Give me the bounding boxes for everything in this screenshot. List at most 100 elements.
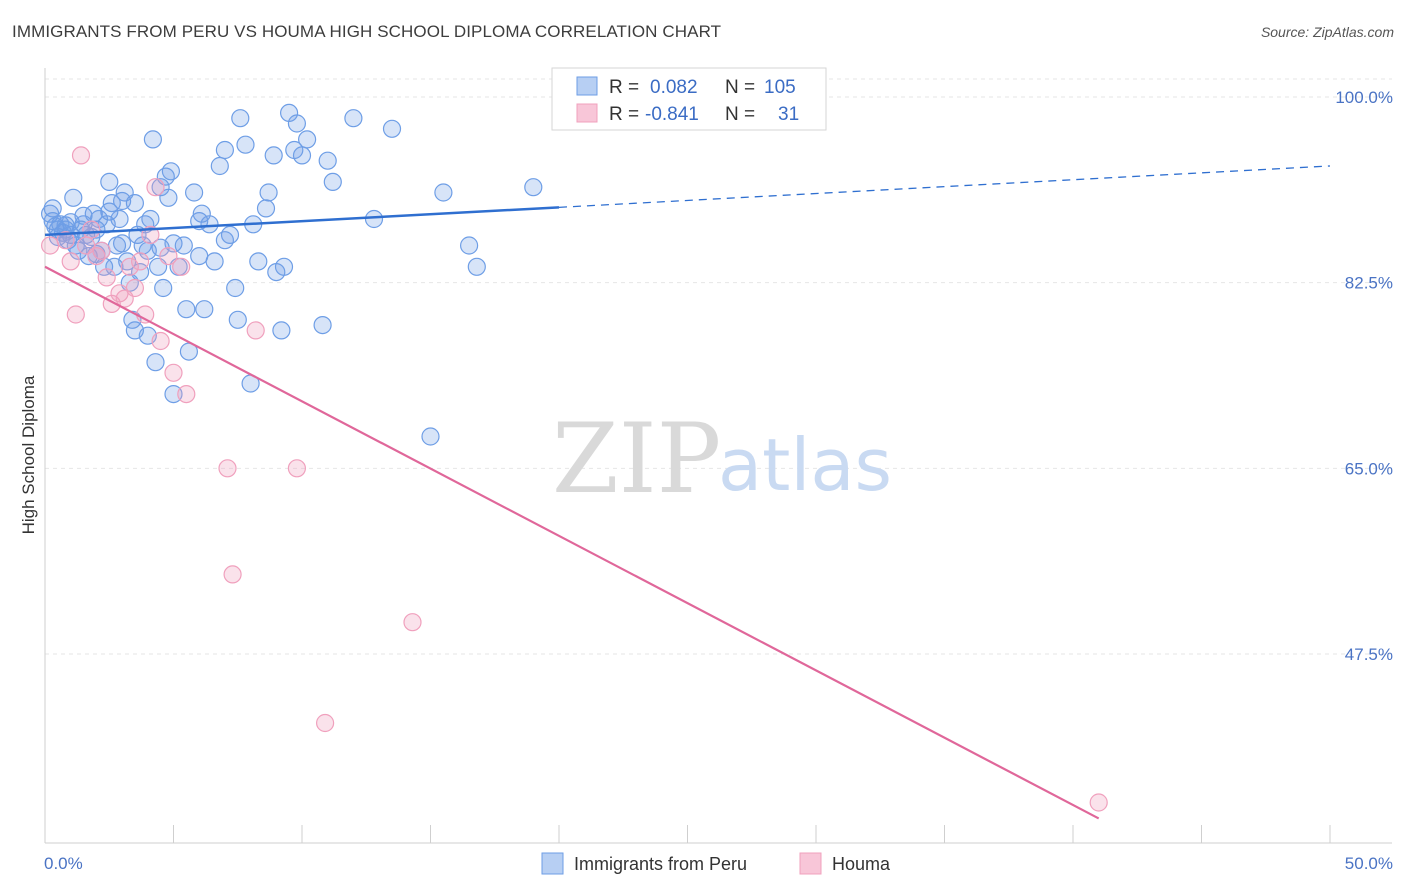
x-tick-label-0: 0.0% (44, 854, 83, 873)
peru-point-81 (318, 151, 337, 170)
axes (44, 68, 1392, 844)
houma-point-23 (177, 385, 196, 404)
peru-point-47 (161, 162, 180, 181)
peru-point-88 (460, 236, 479, 255)
peru-point-77 (287, 114, 306, 133)
peru-point-82 (323, 172, 342, 191)
legend-box: R = 0.082 N = 105 R = -0.841 N = 31 (551, 67, 827, 131)
legend-n-label-2: N = (725, 104, 755, 125)
y-tick-label-2: 65.0% (1345, 459, 1393, 478)
peru-point-65 (236, 135, 255, 154)
bottom-legend-swatch-blue (541, 852, 564, 875)
bottom-legend-swatch-pink (799, 852, 822, 875)
houma-point-21 (164, 363, 183, 382)
legend-swatch-blue (576, 76, 598, 96)
legend-r-value-1: 0.082 (650, 77, 698, 98)
trend-lines (44, 165, 1331, 820)
bottom-legend: Immigrants from Peru Houma (541, 852, 891, 875)
peru-point-104 (43, 199, 62, 218)
legend-swatch-pink (576, 103, 598, 123)
houma-point-7 (87, 247, 106, 266)
peru-point-78 (292, 146, 312, 165)
peru-point-41 (146, 353, 165, 372)
houma-point-29 (403, 613, 422, 632)
legend-n-label-1: N = (725, 77, 755, 98)
houma-trend-line (44, 265, 1100, 820)
peru-point-44 (154, 278, 173, 298)
houma-point-19 (151, 331, 170, 351)
peru-point-53 (185, 183, 204, 202)
peru-point-89 (467, 257, 486, 276)
houma-point-28 (316, 713, 335, 733)
houma-point-1 (56, 231, 75, 250)
peru-point-69 (256, 199, 276, 218)
peru-point-68 (249, 252, 268, 271)
peru-point-98 (215, 231, 234, 250)
y-tick-label-0: 100.0% (1335, 88, 1393, 107)
houma-point-27 (287, 459, 306, 478)
peru-point-51 (177, 300, 196, 319)
peru-point-18 (87, 220, 106, 239)
peru-point-79 (298, 130, 317, 149)
peru-point-54 (190, 247, 209, 266)
peru-point-64 (231, 109, 250, 128)
peru-point-57 (200, 215, 219, 234)
legend-r-label-1: R = (609, 77, 639, 98)
houma-point-15 (131, 252, 150, 271)
watermark-atlas: atlas (718, 423, 892, 507)
peru-point-40 (143, 130, 162, 149)
peru-point-70 (259, 183, 278, 202)
peru-point-23 (100, 172, 119, 191)
houma-point-30 (1089, 793, 1108, 812)
y-tick-label-3: 47.5% (1345, 645, 1393, 664)
chart-title: IMMIGRANTS FROM PERU VS HOUMA HIGH SCHOO… (12, 22, 722, 41)
peru-point-94 (112, 234, 132, 253)
houma-point-4 (71, 146, 91, 165)
source-label: Source: ZipAtlas.com (1260, 24, 1394, 40)
y-tick-label-1: 82.5% (1345, 274, 1393, 293)
grid-lines (45, 78, 1392, 655)
houma-point-22 (172, 257, 191, 276)
houma-point-24 (218, 459, 237, 478)
peru-point-63 (228, 310, 247, 329)
legend-n-value-2: 31 (778, 104, 799, 125)
tick-labels: 100.0% 82.5% 65.0% 47.5% 0.0% 50.0% (44, 88, 1393, 873)
peru-trend-line (44, 206, 560, 237)
legend-frame (551, 67, 827, 131)
legend-r-label-2: R = (609, 104, 639, 125)
houma-point-8 (92, 241, 111, 260)
peru-point-85 (382, 119, 402, 138)
houma-point-14 (125, 278, 144, 298)
houma-point-3 (66, 305, 85, 324)
houma-point-13 (120, 257, 139, 276)
peru-point-61 (220, 225, 240, 244)
houma-point-9 (97, 268, 116, 287)
watermark-zip: ZIP (552, 403, 721, 515)
peru-trend-extension (558, 165, 1331, 208)
legend-n-value-1: 105 (764, 77, 796, 98)
houma-point-6 (82, 220, 101, 239)
peru-point-87 (434, 183, 453, 202)
houma-point-2 (61, 252, 80, 271)
peru-point-80 (313, 316, 332, 335)
peru-point-83 (344, 109, 363, 128)
peru-point-101 (100, 202, 119, 221)
series-houma (40, 146, 1108, 812)
peru-point-56 (195, 300, 214, 319)
peru-point-59 (210, 156, 229, 176)
peru-point-27 (110, 209, 129, 229)
peru-point-39 (141, 209, 160, 229)
peru-point-84 (364, 209, 384, 229)
houma-point-26 (246, 321, 265, 340)
peru-point-71 (264, 146, 283, 165)
houma-point-18 (146, 178, 165, 197)
series-immigrants-from-peru (40, 103, 543, 446)
watermark: ZIP atlas (552, 403, 892, 515)
houma-point-25 (223, 565, 242, 584)
peru-point-100 (74, 206, 93, 225)
peru-point-73 (272, 321, 291, 340)
peru-point-86 (421, 427, 440, 446)
peru-point-90 (524, 178, 543, 197)
peru-point-74 (274, 257, 294, 276)
